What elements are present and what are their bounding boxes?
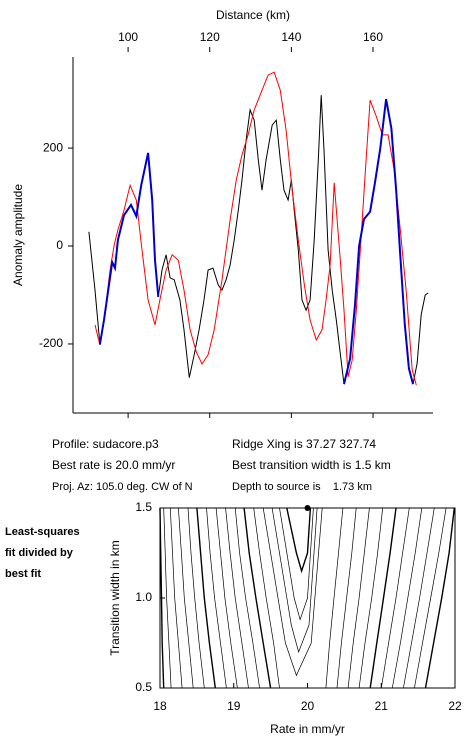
y-tick-label: -200 <box>39 336 63 350</box>
x-tick-label: 22 <box>448 699 462 713</box>
contour-line <box>279 507 314 621</box>
contour-line <box>243 507 272 689</box>
contour-line <box>234 507 260 689</box>
contour-line <box>380 507 410 689</box>
y-tick-label: 1.5 <box>135 500 152 514</box>
contour-line <box>253 507 280 689</box>
contour-line <box>163 507 172 689</box>
contour-line <box>403 507 435 689</box>
note-line: fit divided by <box>5 547 74 559</box>
note-line: best fit <box>5 568 41 580</box>
data-line <box>94 71 417 386</box>
contour-line <box>391 507 423 689</box>
y-tick-label: 200 <box>43 140 63 154</box>
contour-line <box>325 507 344 689</box>
annotation: Profile: sudacore.p3 <box>52 437 159 451</box>
contour-line <box>424 507 455 689</box>
x-tick-label: 19 <box>227 699 241 713</box>
contour-line <box>414 507 447 689</box>
contour-line <box>286 507 312 574</box>
x-tick-label: 21 <box>375 699 389 713</box>
contour-line <box>347 507 370 689</box>
annotation: Depth to source is 1.73 km <box>232 481 372 493</box>
annotation: Ridge Xing is 37.27 327.74 <box>232 437 376 451</box>
contour-line <box>169 507 183 689</box>
x-tick-label: 140 <box>281 30 301 44</box>
x-tick-label: 18 <box>153 699 167 713</box>
data-line <box>88 95 429 385</box>
x-axis-title: Rate in mm/yr <box>270 722 345 736</box>
contour-line <box>369 507 397 689</box>
contour-line <box>159 507 165 689</box>
contour-line <box>262 507 323 677</box>
y-tick-label: 0 <box>56 238 63 252</box>
contour-line <box>196 507 216 689</box>
x-tick-label: 20 <box>301 699 315 713</box>
y-axis-title: Anomaly amplitude <box>11 184 25 286</box>
y-tick-label: 1.0 <box>135 590 152 604</box>
contour-line <box>271 507 318 654</box>
x-axis-title: Distance (km) <box>216 8 290 22</box>
y-axis-title: Transition width in km <box>108 540 122 656</box>
contour-line <box>178 507 194 689</box>
annotation: Proj. Az: 105.0 deg. CW of N <box>52 481 193 493</box>
contour-line <box>336 507 357 689</box>
contour-line <box>215 507 238 689</box>
data-line <box>98 152 160 345</box>
x-tick-label: 100 <box>118 30 138 44</box>
annotation: Best rate is 20.0 mm/yr <box>52 458 175 472</box>
contour-line <box>225 507 249 689</box>
y-tick-label: 0.5 <box>135 680 152 694</box>
best-fit-point <box>304 505 311 511</box>
annotation: Best transition width is 1.5 km <box>232 458 391 472</box>
x-tick-label: 160 <box>363 30 383 44</box>
data-line <box>343 98 414 385</box>
x-tick-label: 120 <box>200 30 220 44</box>
contour-line <box>358 507 384 689</box>
contour-line <box>206 507 227 689</box>
contour-line <box>187 507 205 689</box>
note-line: Least-squares <box>5 526 80 538</box>
